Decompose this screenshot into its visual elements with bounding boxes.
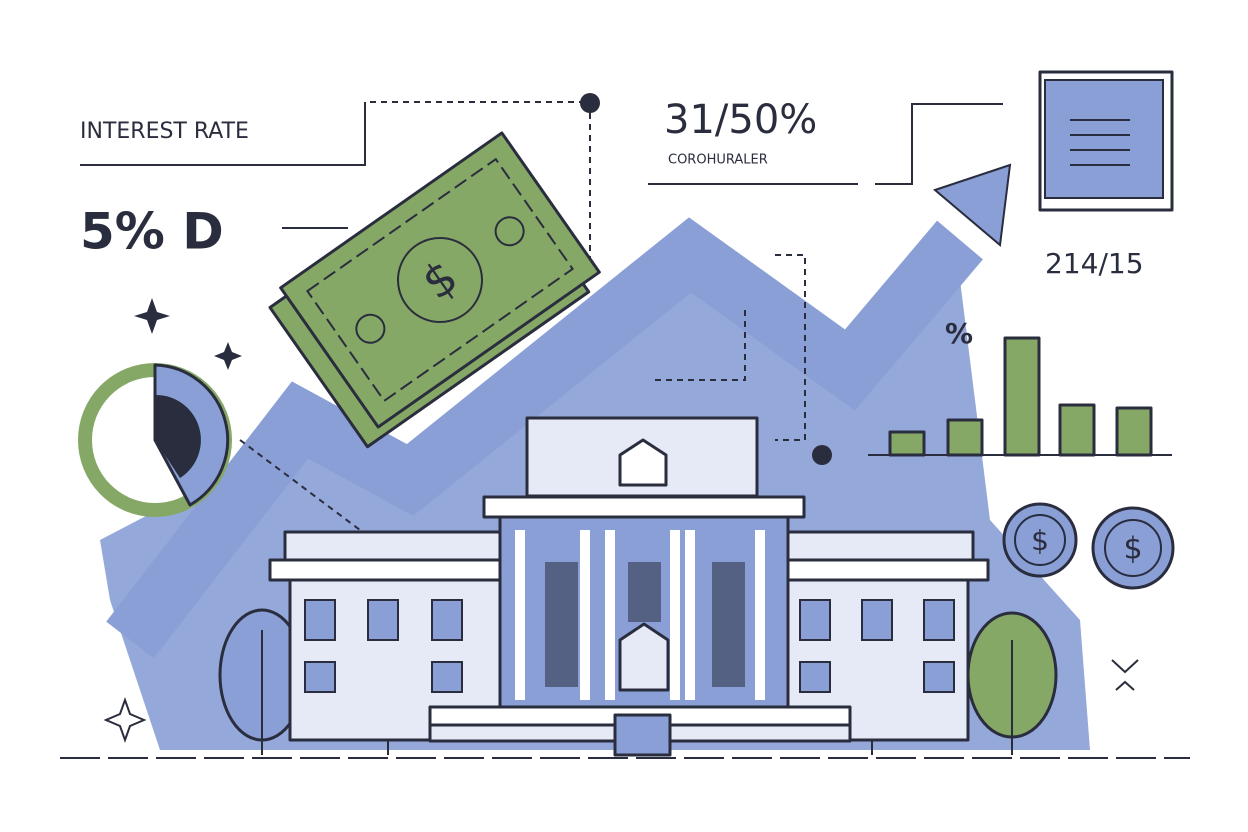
bill-seal xyxy=(397,237,483,323)
frame-lines xyxy=(1070,119,1130,166)
mini-bars xyxy=(888,336,1153,457)
pediment xyxy=(618,438,668,487)
guide-line xyxy=(239,439,361,531)
money: $ xyxy=(268,131,601,449)
sparkle xyxy=(214,342,242,370)
coin-rim xyxy=(1104,519,1162,577)
guide-line xyxy=(655,310,746,381)
mini-bar xyxy=(1115,406,1153,457)
top-figure: 31/50% xyxy=(664,97,817,143)
label: INTEREST RATE xyxy=(80,119,249,144)
right-figure: 214/15 xyxy=(1045,247,1144,280)
guide-line xyxy=(775,254,806,441)
door xyxy=(618,622,670,692)
top-caption: COROHURALER xyxy=(668,153,768,168)
building xyxy=(268,416,990,757)
coin-symbol: $ xyxy=(1123,532,1142,567)
frame-panel xyxy=(1044,79,1164,199)
side-windows xyxy=(304,599,955,693)
columns xyxy=(515,530,765,700)
bill-dot xyxy=(355,313,386,344)
arrow-head xyxy=(932,163,1012,247)
dot xyxy=(580,93,600,113)
glyph xyxy=(1111,659,1139,691)
window xyxy=(712,562,745,687)
bill xyxy=(279,131,601,429)
trend-arrow xyxy=(106,217,983,659)
rate-value: 5% D xyxy=(80,203,224,261)
percent-sign: % xyxy=(945,317,973,350)
mini-bar xyxy=(888,430,926,457)
window xyxy=(628,562,661,622)
entrance xyxy=(613,713,672,757)
coin-symbol: $ xyxy=(1031,524,1049,557)
pie-slice xyxy=(155,394,201,478)
rule xyxy=(80,102,366,166)
portico-top xyxy=(482,495,806,519)
coin-rim xyxy=(1014,514,1066,566)
bill-border xyxy=(305,157,575,403)
rule xyxy=(875,103,1003,185)
bill-dot xyxy=(494,216,525,247)
mini-bar xyxy=(1003,336,1041,457)
mini-bar xyxy=(1058,403,1096,457)
mini-bar xyxy=(946,418,984,457)
sparkle xyxy=(103,697,147,743)
dot xyxy=(812,445,832,465)
sparkle xyxy=(134,298,170,334)
window xyxy=(545,562,578,687)
